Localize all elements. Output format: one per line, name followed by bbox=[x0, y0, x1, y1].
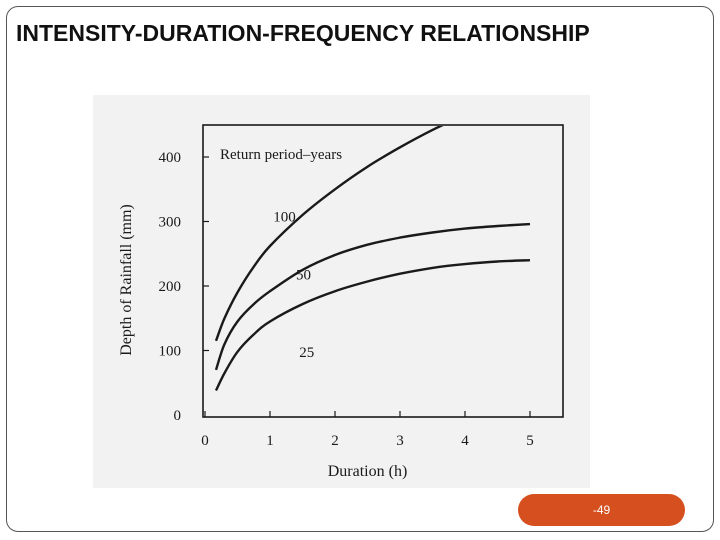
slide-frame bbox=[6, 6, 714, 532]
y-tick-label: 300 bbox=[159, 215, 182, 231]
x-tick-label: 0 bbox=[201, 433, 209, 449]
page-number-badge: -49 bbox=[518, 494, 685, 526]
x-tick-label: 3 bbox=[396, 433, 404, 449]
series-label-100: 100 bbox=[273, 210, 296, 226]
y-tick-label: 0 bbox=[174, 408, 182, 424]
x-tick-label: 1 bbox=[266, 433, 274, 449]
legend-title: Return period–years bbox=[220, 147, 342, 163]
x-axis-title: Duration (h) bbox=[328, 463, 408, 480]
series-line-50 bbox=[214, 222, 531, 371]
x-tick-label: 2 bbox=[331, 433, 339, 449]
series-label-25: 25 bbox=[299, 345, 314, 361]
y-tick-label: 400 bbox=[159, 150, 182, 166]
rainfall-idf-chart: 0 100 200 300 400 0 1 2 3 4 5 Duration (h) Depth of… bbox=[118, 124, 564, 480]
y-tick-label: 200 bbox=[159, 279, 182, 295]
y-axis-title: Depth of Rainfall (mm) bbox=[118, 204, 135, 356]
y-tick-label: 100 bbox=[159, 344, 182, 360]
chart-image: 0 100 200 300 400 0 1 2 3 4 5 Duration (h) Depth of… bbox=[93, 95, 590, 488]
series-label-50: 50 bbox=[296, 268, 311, 284]
x-tick-label: 5 bbox=[526, 433, 534, 449]
x-tick-label: 4 bbox=[461, 433, 469, 449]
slide-title: INTENSITY-DURATION-FREQUENCY RELATIONSHI… bbox=[16, 20, 590, 46]
series-line-100 bbox=[214, 126, 444, 342]
series-line-25 bbox=[214, 259, 531, 392]
plot-frame bbox=[202, 124, 564, 418]
